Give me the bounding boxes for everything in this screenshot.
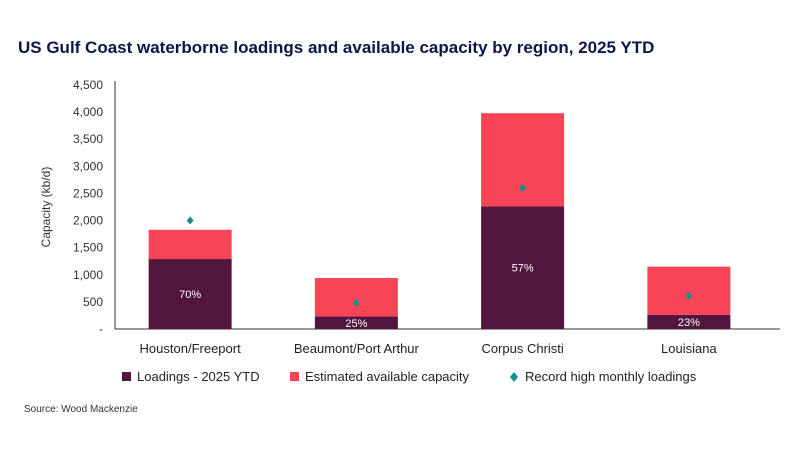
legend-swatch	[510, 372, 518, 382]
record-marker	[352, 298, 360, 307]
y-tick-label: 1,500	[73, 241, 103, 255]
record-marker	[186, 216, 194, 225]
x-tick-label: Beaumont/Port Arthur	[294, 341, 420, 356]
x-tick-label: Corpus Christi	[481, 341, 563, 356]
bar-loadings	[148, 259, 232, 329]
bar-available-capacity	[481, 113, 565, 207]
bar-loadings	[481, 206, 565, 329]
y-tick-label: 2,000	[73, 214, 103, 228]
y-tick-label: 4,000	[73, 105, 103, 119]
source-note: Source: Wood Mackenzie	[24, 404, 138, 415]
y-axis-label: Capacity (kb/d)	[39, 167, 53, 248]
legend-label: Estimated available capacity	[305, 369, 470, 384]
chart-title: US Gulf Coast waterborne loadings and av…	[18, 38, 655, 57]
x-tick-label: Houston/Freeport	[140, 341, 242, 356]
x-tick-label: Louisiana	[661, 341, 717, 356]
y-tick-label: 500	[83, 295, 103, 309]
bar-data-label: 23%	[678, 317, 700, 329]
record-marker	[685, 291, 693, 300]
bar-data-label: 57%	[512, 263, 534, 275]
y-tick-label: 3,500	[73, 132, 103, 146]
bar-available-capacity	[148, 229, 232, 260]
bar-loadings	[647, 314, 731, 329]
bar-data-label: 70%	[179, 289, 201, 301]
y-tick-label: 1,000	[73, 268, 103, 282]
legend-label: Record high monthly loadings	[525, 369, 697, 384]
bar-available-capacity	[647, 266, 731, 315]
bar-available-capacity	[314, 278, 398, 317]
legend-swatch	[122, 372, 131, 381]
legend-label: Loadings - 2025 YTD	[137, 369, 260, 384]
bar-loadings	[314, 316, 398, 329]
legend-swatch	[290, 372, 299, 381]
y-tick-label: 4,500	[73, 78, 103, 92]
record-marker	[519, 184, 527, 193]
y-tick-label: -	[99, 322, 103, 336]
y-tick-label: 2,500	[73, 186, 103, 200]
y-tick-label: 3,000	[73, 159, 103, 173]
bar-data-label: 25%	[345, 318, 367, 330]
